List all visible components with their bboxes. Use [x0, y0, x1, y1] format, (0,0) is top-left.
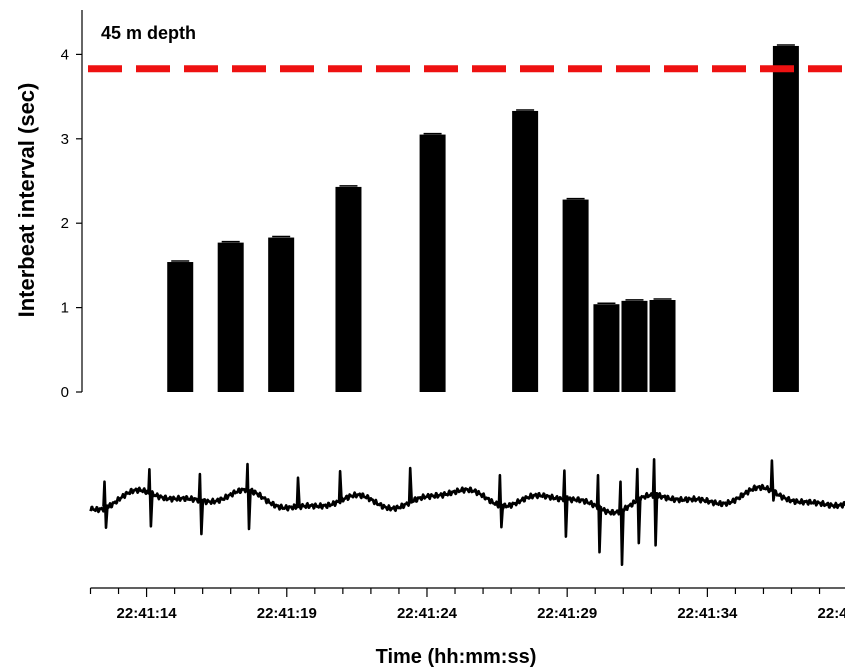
x-tick-label: 22:41:29	[537, 605, 597, 622]
bar-plot: 0 1 2 3 4	[61, 10, 799, 401]
x-tick-label: 22:41:24	[397, 605, 458, 622]
interval-bar	[621, 300, 648, 392]
interval-bar	[593, 304, 620, 392]
x-tick-label: 22:41:39	[818, 605, 845, 622]
ecg-line	[89, 458, 845, 566]
interval-bar	[419, 134, 446, 392]
x-tick-label: 22:41:14	[117, 605, 178, 622]
time-axis: 22:41:14 22:41:19 22:41:24 22:41:29 22:41:34…	[89, 587, 845, 622]
interval-bar	[335, 186, 362, 392]
y-tick-label: 3	[61, 131, 69, 148]
interval-bar	[268, 237, 295, 392]
interval-bar	[512, 110, 539, 392]
y-tick-label: 4	[61, 46, 69, 63]
x-tick-label: 22:41:34	[677, 605, 738, 622]
x-axis-title: Time (hh:mm:ss)	[376, 646, 537, 668]
depth-annotation: 45 m depth	[101, 23, 196, 43]
ecg-trace-panel	[89, 458, 845, 566]
interval-bar	[772, 45, 799, 393]
interval-bar	[562, 199, 589, 392]
y-tick-label: 2	[61, 215, 69, 232]
y-axis-title: Interbeat interval (sec)	[14, 83, 39, 318]
interval-bar	[649, 300, 676, 392]
y-tick-label: 0	[61, 384, 69, 401]
y-tick-label: 1	[61, 300, 69, 317]
interval-bar	[167, 262, 194, 392]
interval-bar	[217, 242, 244, 392]
x-tick-label: 22:41:19	[257, 605, 317, 622]
